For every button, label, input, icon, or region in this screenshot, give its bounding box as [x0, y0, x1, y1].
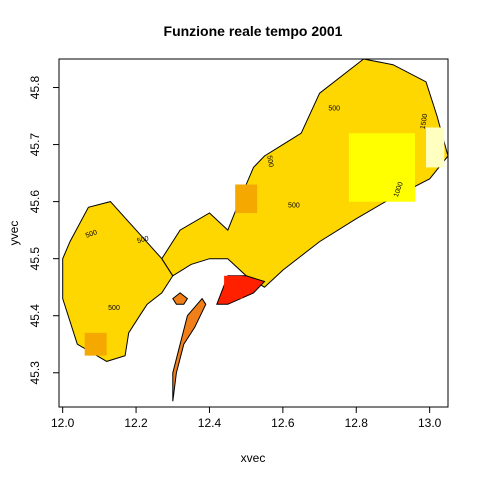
hotspots-layer — [84, 127, 445, 356]
x-axis-label: xvec — [241, 451, 266, 465]
contour-label: 500 — [288, 202, 300, 209]
hotspot-east-yellow-zone — [348, 133, 415, 202]
contour-label: 1000 — [393, 181, 405, 198]
x-tick-label: 12.6 — [271, 416, 295, 430]
contour-label: 500 — [328, 105, 340, 112]
region-mainland-mid — [161, 58, 449, 288]
y-axis: 45.3 45.4 45.5 45.6 45.7 45.8 — [28, 76, 60, 385]
x-tick-label: 12.4 — [198, 416, 222, 430]
x-tick-label: 12.0 — [51, 416, 75, 430]
contour-label: 500 — [85, 229, 98, 240]
hotspot-lido-red-core — [224, 275, 243, 299]
y-tick-label: 45.5 — [28, 247, 42, 271]
hotspot-far-east-pale — [426, 127, 445, 168]
regions-layer — [62, 58, 449, 402]
y-tick-label: 45.7 — [28, 133, 42, 157]
x-axis: 12.0 12.2 12.4 12.6 12.8 13.0 — [51, 406, 442, 430]
region-barrier-island — [172, 297, 207, 402]
hotspot-mid-amber-patch — [235, 184, 258, 213]
chart-title: Funzione reale tempo 2001 — [164, 23, 343, 39]
x-tick-label: 12.2 — [124, 416, 148, 430]
region-lagoon-island — [172, 292, 189, 305]
region-west-landmass — [62, 201, 174, 362]
x-tick-label: 13.0 — [418, 416, 442, 430]
hotspot-west-orange-patch — [84, 332, 107, 356]
y-tick-label: 45.4 — [28, 304, 42, 328]
x-tick-label: 12.8 — [345, 416, 369, 430]
contour-label: 500 — [108, 305, 120, 312]
contour-label: 500 — [136, 235, 149, 245]
y-tick-label: 45.6 — [28, 190, 42, 214]
contour-label: 1500 — [420, 113, 430, 130]
contour-labels: 500 500 500 500 500 500 1000 1500 — [85, 105, 430, 312]
y-axis-label: yvec — [7, 221, 21, 246]
contour-label: 500 — [265, 155, 274, 168]
y-tick-label: 45.3 — [28, 361, 42, 385]
y-tick-label: 45.8 — [28, 76, 42, 100]
